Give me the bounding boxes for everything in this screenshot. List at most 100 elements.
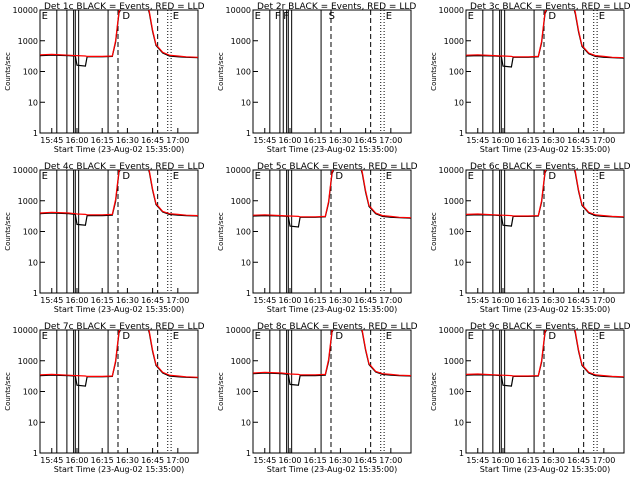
series-line bbox=[253, 170, 411, 219]
y-tick-label: 1 bbox=[246, 289, 251, 298]
annotation: E bbox=[173, 11, 179, 22]
y-tick-label: 100 bbox=[23, 388, 38, 397]
y-tick-label: 1 bbox=[246, 129, 251, 138]
series-line bbox=[40, 170, 198, 226]
annotation: E bbox=[42, 331, 48, 342]
y-tick-label: 10000 bbox=[226, 6, 251, 15]
x-tick-label: 16:00 bbox=[65, 456, 88, 465]
series-line bbox=[466, 10, 624, 59]
y-tick-label: 1000 bbox=[231, 37, 251, 46]
annotation: E bbox=[468, 171, 474, 182]
chart-title: Det 8c BLACK = Events, RED = LLD bbox=[257, 322, 418, 332]
x-tick-label: 16:45 bbox=[354, 456, 377, 465]
y-tick-label: 100 bbox=[449, 228, 464, 237]
x-tick-label: 17:00 bbox=[379, 136, 402, 145]
plot-frame bbox=[465, 329, 625, 454]
x-axis-label: Start Time (23-Aug-02 15:35:00) bbox=[267, 145, 398, 154]
x-axis-label: Start Time (23-Aug-02 15:35:00) bbox=[54, 465, 185, 474]
x-tick-label: 16:15 bbox=[517, 136, 540, 145]
annotation: E bbox=[255, 331, 261, 342]
x-tick-label: 17:00 bbox=[592, 136, 615, 145]
y-tick-label: 10000 bbox=[13, 6, 38, 15]
annotation: D bbox=[335, 171, 343, 182]
annotation: E bbox=[42, 11, 48, 22]
x-axis-label: Start Time (23-Aug-02 15:35:00) bbox=[267, 465, 398, 474]
x-tick-label: 16:15 bbox=[91, 456, 114, 465]
annotation: D bbox=[122, 331, 130, 342]
y-tick-label: 1 bbox=[459, 129, 464, 138]
chart-title: Det 2r BLACK = Events, RED = LLD bbox=[257, 2, 416, 12]
series-line bbox=[253, 170, 411, 228]
x-tick-label: 16:00 bbox=[65, 296, 88, 305]
chart-title: Det 3c BLACK = Events, RED = LLD bbox=[470, 2, 631, 12]
y-tick-label: 100 bbox=[236, 68, 251, 77]
annotation: E bbox=[599, 331, 605, 342]
y-tick-label: 100 bbox=[23, 228, 38, 237]
y-tick-label: 10000 bbox=[226, 166, 251, 175]
annotation: E bbox=[42, 171, 48, 182]
x-tick-label: 16:00 bbox=[491, 296, 514, 305]
x-axis-label: Start Time (23-Aug-02 15:35:00) bbox=[267, 305, 398, 314]
x-tick-label: 17:00 bbox=[379, 456, 402, 465]
x-tick-label: 15:45 bbox=[40, 136, 63, 145]
y-tick-label: 1000 bbox=[18, 357, 38, 366]
series-line bbox=[40, 10, 198, 67]
x-tick-label: 16:30 bbox=[542, 296, 565, 305]
y-tick-label: 10 bbox=[454, 98, 464, 107]
y-tick-label: 1000 bbox=[18, 37, 38, 46]
y-tick-label: 1 bbox=[459, 289, 464, 298]
y-tick-label: 10000 bbox=[439, 6, 464, 15]
x-tick-label: 15:45 bbox=[466, 136, 489, 145]
y-axis-label: Counts/sec bbox=[430, 372, 438, 411]
x-tick-label: 16:45 bbox=[567, 296, 590, 305]
y-tick-label: 10 bbox=[241, 98, 251, 107]
x-tick-label: 16:15 bbox=[304, 296, 327, 305]
y-axis-label: Counts/sec bbox=[430, 52, 438, 91]
y-axis-label: Counts/sec bbox=[430, 212, 438, 251]
x-tick-label: 15:45 bbox=[253, 296, 276, 305]
x-tick-label: 16:15 bbox=[304, 136, 327, 145]
y-tick-label: 1 bbox=[246, 449, 251, 458]
x-tick-label: 15:45 bbox=[466, 456, 489, 465]
y-tick-label: 1 bbox=[33, 289, 38, 298]
x-tick-label: 16:30 bbox=[116, 456, 139, 465]
x-tick-label: 16:15 bbox=[517, 456, 540, 465]
y-axis-label: Counts/sec bbox=[4, 372, 12, 411]
x-tick-label: 16:00 bbox=[491, 136, 514, 145]
annotation: E bbox=[255, 11, 261, 22]
x-tick-label: 16:15 bbox=[517, 296, 540, 305]
x-tick-label: 16:15 bbox=[91, 296, 114, 305]
annotation: D bbox=[122, 171, 130, 182]
plot-frame bbox=[252, 9, 412, 134]
annotation: E bbox=[173, 171, 179, 182]
x-axis-label: Start Time (23-Aug-02 15:35:00) bbox=[480, 305, 611, 314]
plot-frame bbox=[252, 169, 412, 294]
y-tick-label: 100 bbox=[236, 228, 251, 237]
series-line bbox=[40, 10, 198, 58]
series-line bbox=[40, 330, 198, 378]
chart-title: Det 7c BLACK = Events, RED = LLD bbox=[44, 322, 205, 332]
series-line bbox=[466, 170, 624, 227]
annotation: F bbox=[275, 11, 281, 22]
x-tick-label: 16:30 bbox=[329, 456, 352, 465]
x-tick-label: 15:45 bbox=[40, 296, 63, 305]
y-tick-label: 10 bbox=[28, 418, 38, 427]
annotation: E bbox=[468, 11, 474, 22]
x-tick-label: 16:00 bbox=[278, 456, 301, 465]
annotation: E bbox=[599, 11, 605, 22]
y-tick-label: 100 bbox=[236, 388, 251, 397]
y-tick-label: 1000 bbox=[231, 357, 251, 366]
series-line bbox=[466, 330, 624, 387]
x-tick-label: 15:45 bbox=[466, 296, 489, 305]
annotation: E bbox=[255, 171, 261, 182]
x-tick-label: 17:00 bbox=[592, 296, 615, 305]
x-tick-label: 16:30 bbox=[542, 136, 565, 145]
annotation: D bbox=[122, 11, 130, 22]
x-tick-label: 16:45 bbox=[567, 136, 590, 145]
y-axis-label: Counts/sec bbox=[217, 372, 225, 411]
x-tick-label: 17:00 bbox=[379, 296, 402, 305]
y-axis-label: Counts/sec bbox=[217, 212, 225, 251]
y-tick-label: 10000 bbox=[226, 326, 251, 335]
x-tick-label: 16:45 bbox=[567, 456, 590, 465]
y-tick-label: 100 bbox=[449, 68, 464, 77]
